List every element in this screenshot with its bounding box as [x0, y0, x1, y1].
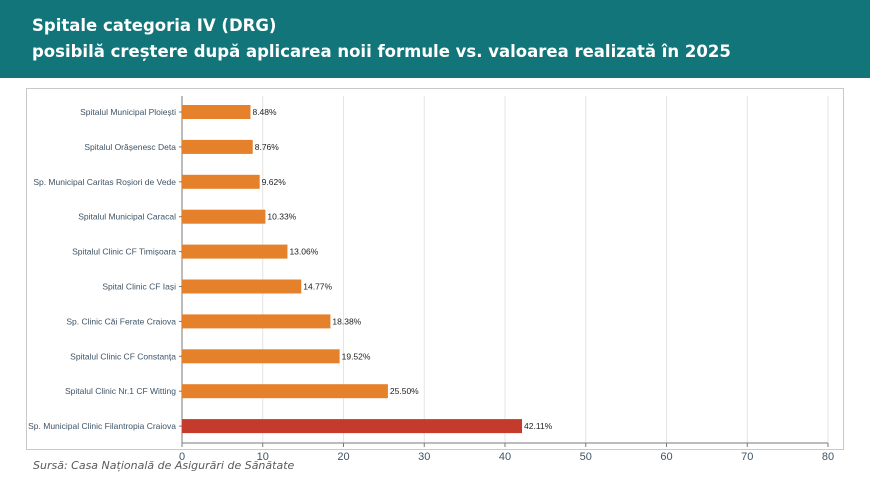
category-label-7: Spitalul Clinic CF Constanța [70, 351, 176, 361]
x-tick-label-30: 30 [418, 451, 430, 463]
value-label-6: 18.38% [332, 316, 361, 326]
x-tick-label-80: 80 [822, 451, 834, 463]
value-label-2: 9.62% [262, 177, 287, 187]
value-label-7: 19.52% [342, 351, 371, 361]
value-label-0: 8.48% [252, 107, 277, 117]
bar-0 [182, 105, 251, 119]
x-tick-label-0: 0 [179, 451, 185, 463]
header-banner: Spitale categoria IV (DRG) posibilă creș… [0, 0, 870, 78]
bar-4 [182, 244, 288, 259]
x-tick-label-50: 50 [580, 451, 592, 463]
source-note: Sursă: Casa Națională de Asigurări de Să… [33, 459, 295, 472]
x-tick-label-20: 20 [337, 451, 349, 463]
x-tick-label-70: 70 [741, 451, 753, 463]
category-label-2: Sp. Municipal Caritas Roșiori de Vede [33, 177, 176, 187]
category-label-6: Sp. Clinic Căi Ferate Craiova [66, 316, 176, 326]
category-label-0: Spitalul Municipal Ploiești [80, 107, 176, 117]
value-label-9: 42.11% [524, 421, 553, 431]
category-label-1: Spitalul Orășenesc Deta [84, 142, 176, 152]
category-label-9: Sp. Municipal Clinic Filantropia Craiova [28, 421, 176, 431]
bar-5 [182, 279, 302, 294]
value-label-8: 25.50% [390, 386, 419, 396]
chart-subtitle: posibilă creștere după aplicarea noii fo… [32, 42, 731, 61]
value-label-4: 13.06% [289, 247, 318, 257]
category-label-4: Spitalul Clinic CF Timișoara [72, 247, 176, 257]
bar-7 [182, 349, 340, 364]
x-tick-label-60: 60 [660, 451, 672, 463]
value-label-5: 14.77% [303, 282, 332, 292]
chart-frame [26, 88, 844, 450]
bar-3 [182, 209, 266, 224]
category-label-8: Spitalul Clinic Nr.1 CF Witting [65, 386, 176, 396]
bar-2 [182, 174, 260, 189]
bar-1 [182, 139, 253, 154]
bar-8 [182, 384, 388, 399]
value-label-3: 10.33% [267, 212, 296, 222]
category-label-5: Spital Clinic CF Iași [102, 282, 176, 292]
category-label-3: Spitalul Municipal Caracal [78, 212, 176, 222]
chart-title: Spitale categoria IV (DRG) [32, 16, 277, 35]
value-label-1: 8.76% [255, 142, 280, 152]
bar-6 [182, 314, 331, 329]
x-tick-label-10: 10 [257, 451, 269, 463]
bar-9 [182, 419, 523, 434]
x-tick-label-40: 40 [499, 451, 511, 463]
